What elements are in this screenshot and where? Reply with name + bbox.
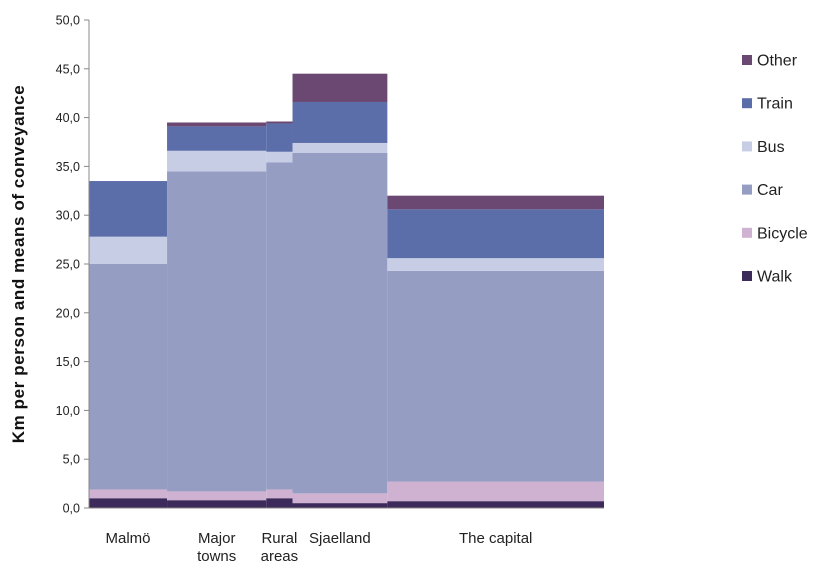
y-tick-label: 10,0 — [56, 404, 80, 418]
y-tick-label: 45,0 — [56, 62, 80, 76]
bar-segment-car-3 — [292, 152, 388, 494]
bar-segment-bus-3 — [292, 142, 388, 153]
y-tick-label: 25,0 — [56, 258, 80, 272]
bar-segment-car-2 — [266, 162, 293, 490]
legend-swatch-train — [742, 98, 752, 109]
bar-segment-walk-0 — [89, 498, 168, 508]
bar-segment-train-4 — [387, 209, 604, 259]
y-tick-label: 0,0 — [63, 502, 80, 516]
y-tick-label: 20,0 — [56, 306, 80, 320]
bar-segment-train-0 — [89, 181, 168, 237]
y-tick-label: 15,0 — [56, 355, 80, 369]
bar-segment-bicycle-1 — [167, 491, 267, 501]
bar-segment-bicycle-4 — [387, 481, 604, 502]
legend-label-train: Train — [757, 96, 793, 113]
legend-swatch-bus — [742, 141, 752, 152]
legend-swatch-walk — [742, 271, 752, 281]
category-labels: Malmö Major towns Rural areas Sjaelland The ca… — [105, 530, 532, 565]
category-label: Malmö — [105, 530, 150, 547]
y-tick-label: 50,0 — [56, 14, 80, 28]
bar-segments — [89, 73, 604, 508]
legend: Other Train Bus Car Bicycle Walk — [742, 53, 808, 286]
bar-segment-other-2 — [266, 121, 293, 124]
y-tick-label: 35,0 — [56, 160, 80, 174]
bar-segment-other-1 — [167, 122, 267, 127]
bar-segment-bus-2 — [266, 151, 293, 163]
legend-label-bicycle: Bicycle — [757, 225, 808, 242]
category-label: Major towns — [197, 530, 236, 565]
bar-segment-bicycle-0 — [89, 489, 168, 499]
y-axis-title: Km per person and means of conveyance — [9, 85, 28, 444]
bar-segment-car-1 — [167, 171, 267, 492]
category-label: Sjaelland — [309, 530, 371, 547]
legend-label-car: Car — [757, 182, 783, 199]
bar-segment-walk-3 — [292, 503, 388, 508]
bar-segment-train-3 — [292, 101, 388, 143]
bar-segment-walk-4 — [387, 501, 604, 508]
y-axis-ticks: 0,0 5,0 10,0 15,0 20,0 25,0 30,0 35,0 40,0 45,0 50… — [56, 14, 89, 516]
bar-segment-bus-0 — [89, 236, 168, 264]
bar-segment-train-1 — [167, 126, 267, 151]
bar-segment-bus-4 — [387, 258, 604, 271]
legend-swatch-car — [742, 184, 752, 195]
bar-segment-bus-1 — [167, 150, 267, 172]
legend-label-other: Other — [757, 53, 798, 70]
bar-segment-train-2 — [266, 123, 293, 152]
y-tick-label: 30,0 — [56, 209, 80, 223]
y-tick-label: 5,0 — [63, 453, 80, 467]
bar-segment-other-3 — [292, 73, 388, 102]
legend-label-bus: Bus — [757, 139, 785, 156]
y-tick-label: 40,0 — [56, 111, 80, 125]
bar-segment-bicycle-3 — [292, 493, 388, 504]
legend-swatch-other — [742, 55, 752, 65]
bar-segment-other-4 — [387, 195, 604, 210]
category-label: Rural areas — [261, 530, 299, 565]
bar-segment-car-0 — [89, 264, 168, 490]
legend-label-walk: Walk — [757, 269, 793, 286]
bar-segment-bicycle-2 — [266, 489, 293, 499]
bar-segment-car-4 — [387, 270, 604, 482]
bar-segment-walk-1 — [167, 500, 267, 508]
category-label: The capital — [459, 530, 532, 547]
legend-swatch-bicycle — [742, 227, 752, 238]
bar-segment-walk-2 — [266, 498, 293, 508]
